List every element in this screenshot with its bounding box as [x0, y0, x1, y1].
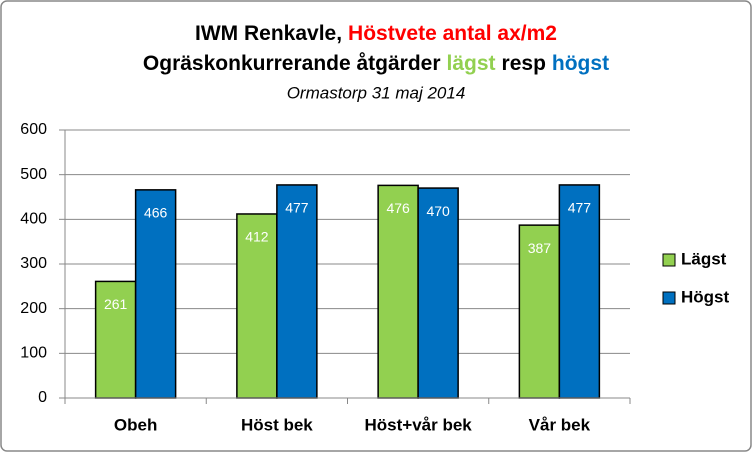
chart-title: Ogräskonkurrerande åtgärder lägst resp högs… [143, 52, 609, 75]
title-part: lägst [447, 52, 496, 75]
x-tick-label: Obeh [114, 415, 157, 434]
bar [236, 213, 278, 399]
title-part: resp [502, 52, 546, 75]
x-tick-label: Höst+vår bek [365, 415, 473, 434]
title-part: IWM Renkavle, [195, 22, 342, 45]
legend-swatch [662, 291, 676, 305]
value-label: 477 [285, 200, 309, 216]
title-part: Höstvete antal ax/m2 [348, 22, 557, 45]
x-tick-label: Vår bek [529, 415, 591, 434]
x-tick-label: Höst bek [241, 415, 313, 434]
value-label: 476 [386, 200, 410, 216]
title-part: högst [552, 52, 609, 75]
bar [518, 224, 561, 399]
bar [417, 187, 459, 399]
y-tick-label: 100 [20, 345, 47, 362]
value-label: 387 [528, 240, 552, 256]
y-tick-label: 200 [20, 300, 47, 317]
chart-subtitle: Ormastorp 31 maj 2014 [287, 83, 466, 102]
y-tick-label: 0 [38, 389, 47, 406]
bar [276, 184, 318, 399]
y-tick-label: 400 [20, 211, 47, 228]
title-part: Ogräskonkurrerande åtgärder [143, 52, 441, 75]
y-tick-label: 300 [20, 255, 47, 272]
value-label: 470 [426, 203, 450, 219]
legend-swatch [662, 253, 676, 267]
bar [558, 184, 601, 399]
value-label: 466 [144, 205, 168, 221]
bar [377, 184, 419, 399]
bar [134, 189, 177, 399]
value-label: 412 [245, 229, 269, 245]
legend-label: Lägst [681, 249, 727, 268]
y-tick-label: 600 [20, 121, 47, 138]
legend-label: Högst [681, 287, 730, 306]
y-tick-label: 500 [20, 166, 47, 183]
value-label: 477 [568, 200, 592, 216]
value-label: 261 [104, 296, 128, 312]
chart-title: IWM Renkavle, Höstvete antal ax/m2 [195, 22, 557, 45]
